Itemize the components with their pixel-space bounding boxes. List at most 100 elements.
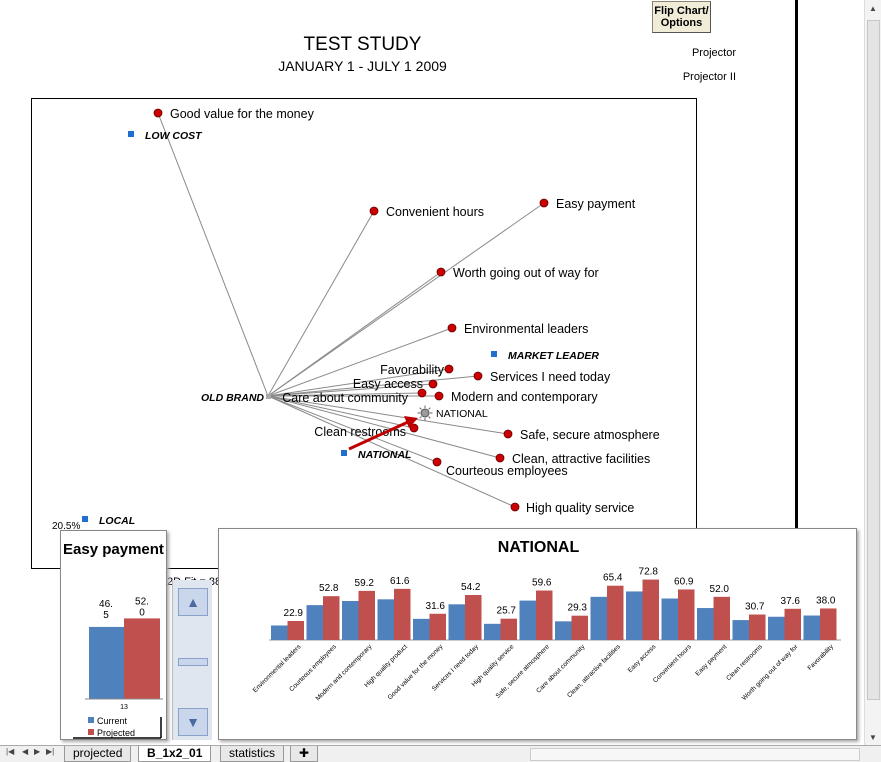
national-data-label: 61.6	[390, 576, 410, 587]
national-current-bar	[484, 623, 501, 640]
national-data-label: 52.8	[319, 583, 339, 594]
sun-ray	[419, 416, 422, 419]
flip-chart-options-button[interactable]: Flip Chart/ Options	[652, 1, 711, 33]
attribute-point	[436, 267, 446, 277]
attribute-point	[503, 429, 513, 439]
attribute-point	[444, 364, 454, 374]
attribute-point	[153, 108, 163, 118]
national-current-bar	[768, 616, 785, 640]
national-projected-bar	[784, 608, 801, 640]
attribute-label: Courteous employees	[446, 464, 568, 478]
sun-ray	[419, 407, 422, 410]
scroll-down-icon[interactable]: ▼	[869, 733, 877, 742]
attribute-label: Easy access	[353, 377, 423, 391]
movement-arrow	[348, 420, 409, 451]
attribute-label: Worth going out of way for	[453, 266, 599, 280]
national-projected-bar	[465, 595, 482, 640]
attribute-point	[473, 371, 483, 381]
national-data-label: 60.9	[674, 576, 694, 587]
easy-current-value: 46. 5	[99, 599, 113, 621]
page-title: TEST STUDY	[303, 34, 422, 55]
attribute-label: Safe, secure atmosphere	[520, 428, 660, 442]
vector-line	[267, 392, 423, 397]
perceptual-map-frame	[31, 98, 697, 569]
attribute-label: Clean restrooms	[314, 425, 406, 439]
national-projected-bar	[429, 613, 446, 640]
national-current-bar	[377, 599, 394, 640]
attribute-label: Care about community	[282, 391, 409, 405]
spinner-panel: ▲ ▼	[172, 580, 212, 740]
national-data-label: 25.7	[497, 606, 517, 617]
sun-ray	[428, 407, 431, 410]
segment-marker	[82, 516, 88, 522]
national-category-label: Clean restrooms	[725, 643, 764, 682]
national-current-bar	[626, 591, 643, 640]
segment-label: LOCAL	[99, 515, 135, 527]
tab-first-icon[interactable]: |◀	[6, 747, 15, 756]
vector-line	[267, 395, 501, 459]
vertical-scroll-thumb[interactable]	[867, 20, 880, 700]
vector-line	[267, 395, 438, 463]
perceptual-map: Good value for the money Convenient hours…	[82, 107, 660, 527]
national-data-label: 59.6	[532, 578, 552, 589]
vertical-scrollbar[interactable]: ▲ ▼	[864, 0, 881, 745]
national-projected-bar	[500, 618, 517, 640]
projector2-label[interactable]: Projector II	[682, 71, 736, 83]
national-projected-bar	[287, 620, 304, 640]
national-current-bar	[413, 618, 430, 640]
vector-line	[267, 210, 375, 397]
national-chart-panel[interactable]: NATIONAL 22.9 Environmental leaders 52.8 Co…	[218, 528, 857, 740]
easy-payment-panel[interactable]: Easy payment 46. 5 52. 0 13 Current Projected	[60, 530, 167, 740]
national-data-label: 22.9	[284, 608, 304, 619]
national-current-bar	[271, 625, 288, 640]
attribute-point	[495, 453, 505, 463]
tab-b-1x2-01[interactable]: B_1x2_01	[138, 746, 212, 762]
tab-next-icon[interactable]: ▶	[34, 747, 41, 756]
easy-payment-title: Easy payment	[63, 541, 164, 558]
national-projected-bar	[607, 585, 624, 640]
spin-up-button[interactable]: ▲	[178, 588, 208, 616]
insert-sheet-icon[interactable]: ✚	[290, 746, 318, 762]
attribute-label: Favorability	[380, 363, 445, 377]
national-chart-title: NATIONAL	[497, 539, 580, 556]
percent-label: 20.5%	[52, 521, 81, 532]
national-projected-bar	[571, 615, 588, 640]
national-current-bar	[697, 608, 714, 640]
segment-marker	[266, 394, 271, 399]
spin-down-button[interactable]: ▼	[178, 708, 208, 736]
vector-line	[267, 368, 450, 397]
national-projected-bar	[749, 614, 766, 640]
tab-projected[interactable]: projected	[64, 746, 132, 762]
attribute-label: Modern and contemporary	[451, 390, 598, 404]
horizontal-scrollbar[interactable]	[530, 748, 860, 761]
vector-line	[267, 395, 516, 508]
national-data-label: 38.0	[816, 595, 836, 606]
legend-projected-label: Projected	[97, 728, 135, 738]
sheet-tab-bar: |◀ ◀ ▶ ▶| projected B_1x2_01 statistics …	[0, 745, 881, 762]
projector-label[interactable]: Projector	[691, 47, 736, 59]
national-current-bar	[519, 600, 536, 640]
national-current-bar	[661, 598, 678, 640]
national-data-label: 30.7	[745, 602, 765, 613]
scroll-up-icon[interactable]: ▲	[869, 4, 877, 13]
vector-line	[267, 383, 434, 397]
legend-projected-swatch	[88, 729, 94, 735]
attribute-point	[428, 379, 438, 389]
national-data-label: 65.4	[603, 573, 623, 584]
tab-prev-icon[interactable]: ◀	[22, 747, 29, 756]
spin-slider[interactable]	[178, 658, 208, 666]
national-projected-bar	[394, 588, 411, 640]
tab-statistics[interactable]: statistics	[220, 746, 285, 762]
national-marker-label: NATIONAL	[436, 408, 488, 420]
national-current-bar	[342, 600, 359, 640]
attribute-label: High quality service	[526, 501, 634, 515]
tab-last-icon[interactable]: ▶|	[46, 747, 55, 756]
sun-marker-icon	[420, 408, 430, 418]
segment-marker	[491, 351, 497, 357]
attribute-point	[447, 323, 457, 333]
attribute-point	[417, 388, 427, 398]
national-data-label: 29.3	[568, 603, 588, 614]
segment-label: OLD BRAND	[201, 392, 264, 404]
national-projected-bar	[678, 589, 695, 640]
attribute-point	[369, 206, 379, 216]
